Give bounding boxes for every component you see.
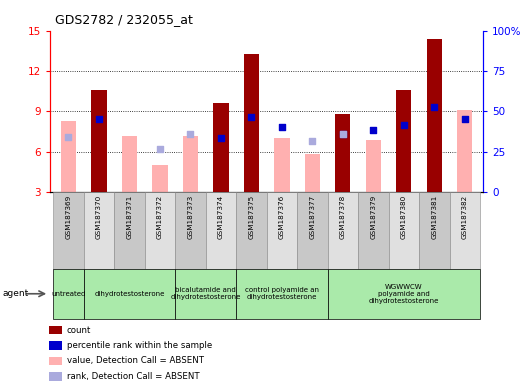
Text: GSM187380: GSM187380	[401, 194, 407, 238]
Bar	[49, 326, 62, 334]
Text: GSM187373: GSM187373	[187, 194, 193, 238]
Text: control polyamide an
dihydrotestosterone: control polyamide an dihydrotestosterone	[245, 287, 319, 300]
Bar	[206, 192, 236, 269]
Text: count: count	[67, 326, 91, 335]
Text: GSM187379: GSM187379	[370, 194, 376, 238]
Text: GSM187375: GSM187375	[248, 194, 254, 238]
Point	[338, 131, 347, 137]
Bar	[49, 357, 62, 365]
Text: bicalutamide and
dihydrotestosterone: bicalutamide and dihydrotestosterone	[171, 287, 241, 300]
Text: agent: agent	[3, 289, 29, 298]
Bar	[427, 39, 442, 192]
Point	[186, 131, 195, 137]
Text: GSM187369: GSM187369	[65, 194, 71, 238]
Text: dihydrotestosterone: dihydrotestosterone	[94, 291, 165, 297]
Bar	[145, 192, 175, 269]
Point	[278, 124, 286, 131]
Bar	[389, 192, 419, 269]
Text: value, Detection Call = ABSENT: value, Detection Call = ABSENT	[67, 356, 204, 366]
Text: GSM187371: GSM187371	[126, 194, 133, 238]
Text: rank, Detection Call = ABSENT: rank, Detection Call = ABSENT	[67, 372, 200, 381]
Bar	[327, 192, 358, 269]
Bar	[61, 121, 76, 192]
Bar	[305, 154, 320, 192]
Bar	[236, 192, 267, 269]
Point	[156, 146, 164, 152]
Bar	[449, 192, 480, 269]
Bar	[366, 140, 381, 192]
Bar	[183, 136, 198, 192]
Point	[460, 116, 469, 122]
Bar	[152, 165, 167, 192]
Bar	[358, 192, 389, 269]
Bar	[396, 90, 411, 192]
Bar	[175, 192, 206, 269]
Bar	[327, 269, 480, 319]
Point	[308, 138, 317, 144]
Point	[338, 131, 347, 137]
Text: percentile rank within the sample: percentile rank within the sample	[67, 341, 212, 350]
Text: GDS2782 / 232055_at: GDS2782 / 232055_at	[55, 13, 193, 26]
Point	[95, 116, 103, 122]
Bar	[457, 110, 473, 192]
Bar	[114, 192, 145, 269]
Bar	[49, 372, 62, 381]
Text: WGWWCW
polyamide and
dihydrotestosterone: WGWWCW polyamide and dihydrotestosterone	[369, 284, 439, 304]
Text: GSM187377: GSM187377	[309, 194, 315, 238]
Bar	[419, 192, 449, 269]
Bar	[213, 103, 229, 192]
Text: GSM187381: GSM187381	[431, 194, 437, 238]
Text: untreated: untreated	[51, 291, 86, 297]
Bar	[335, 114, 351, 192]
Bar	[297, 192, 327, 269]
Point	[430, 104, 439, 111]
Bar	[84, 192, 114, 269]
Bar	[244, 53, 259, 192]
Bar	[274, 138, 289, 192]
Point	[247, 114, 256, 120]
Point	[64, 134, 73, 140]
Point	[369, 127, 378, 133]
Text: GSM187376: GSM187376	[279, 194, 285, 238]
Bar	[53, 192, 84, 269]
Bar	[267, 192, 297, 269]
Text: GSM187382: GSM187382	[462, 194, 468, 238]
Text: GSM187374: GSM187374	[218, 194, 224, 238]
Point	[400, 122, 408, 128]
Bar	[53, 269, 84, 319]
Text: GSM187372: GSM187372	[157, 194, 163, 238]
Text: GSM187378: GSM187378	[340, 194, 346, 238]
Bar	[49, 341, 62, 350]
Bar	[122, 136, 137, 192]
Bar	[84, 269, 175, 319]
Bar	[236, 269, 327, 319]
Bar	[91, 90, 107, 192]
Text: GSM187370: GSM187370	[96, 194, 102, 238]
Bar	[175, 269, 236, 319]
Point	[216, 135, 225, 141]
